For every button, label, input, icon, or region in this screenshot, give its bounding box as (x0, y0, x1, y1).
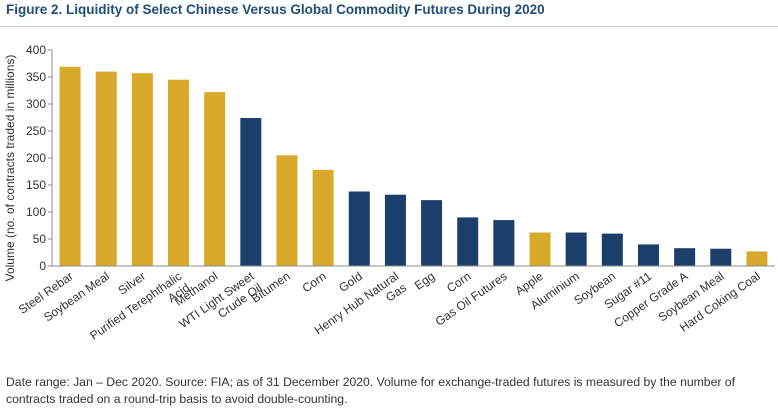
bar (95, 71, 117, 266)
bars-group (59, 66, 768, 266)
y-tick-label: 200 (26, 151, 46, 165)
category-label-line: Egg (412, 269, 438, 293)
y-tick-label: 0 (39, 259, 46, 273)
bar (565, 232, 587, 266)
bar (240, 118, 262, 266)
bar (384, 194, 406, 266)
bar (529, 232, 551, 266)
y-tick-label: 350 (26, 70, 46, 84)
y-tick-label: 250 (26, 124, 46, 138)
bar (746, 251, 768, 266)
category-label-line: Corn (300, 269, 329, 295)
bar-chart: 0 50 100 150 200 250 300 350 400 Steel RebarSoyb… (3, 43, 775, 343)
y-tick-label: 150 (26, 178, 46, 192)
bar (457, 217, 479, 266)
footnote: Date range: Jan – Dec 2020. Source: FIA;… (6, 375, 735, 406)
bar (637, 244, 659, 266)
category-label: Corn (300, 269, 329, 295)
bar (493, 220, 515, 266)
bar (312, 169, 334, 266)
bar (59, 66, 81, 266)
category-label: Egg (412, 269, 438, 293)
bar (131, 73, 153, 266)
bar (421, 200, 443, 266)
y-tick-label: 50 (33, 232, 47, 246)
y-axis: 0 50 100 150 200 250 300 350 400 (26, 43, 53, 273)
bar (204, 92, 226, 266)
title-divider (0, 26, 778, 27)
bar (601, 233, 623, 266)
bar (710, 248, 732, 266)
bar (348, 191, 370, 266)
chart-title: Figure 2. Liquidity of Select Chinese Ve… (6, 2, 545, 17)
bar (276, 155, 298, 266)
bar (168, 79, 190, 266)
category-label: WTI Light SweetCrude Oil (176, 269, 265, 343)
y-axis-title: Volume (no. of contracts traded in milli… (3, 55, 17, 282)
y-tick-label: 400 (26, 43, 46, 57)
y-tick-label: 100 (26, 205, 46, 219)
bar (674, 248, 696, 266)
y-tick-label: 300 (26, 97, 46, 111)
